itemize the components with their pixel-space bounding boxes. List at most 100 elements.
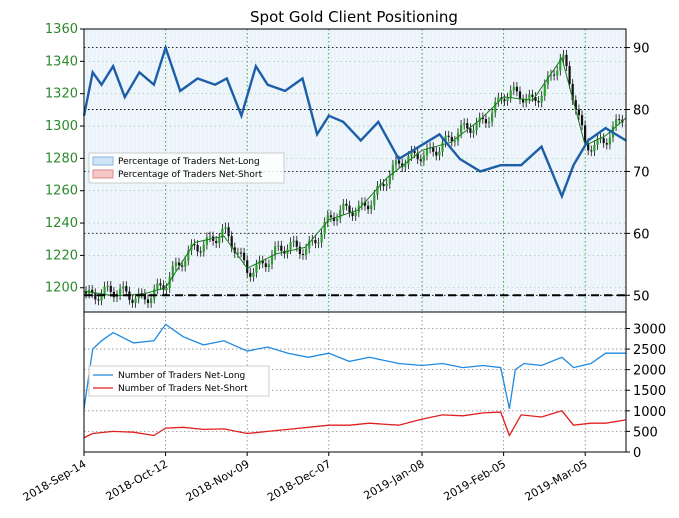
price-candle-body bbox=[122, 286, 125, 289]
price-tick-label: 1200 bbox=[45, 281, 78, 296]
price-candle-body bbox=[543, 84, 546, 96]
price-candle-body bbox=[484, 119, 487, 124]
price-candle-body bbox=[329, 215, 332, 218]
price-candle-body bbox=[475, 122, 478, 131]
upper-legend: Percentage of Traders Net-Long Percentag… bbox=[88, 152, 285, 184]
price-candle-body bbox=[174, 262, 177, 266]
price-candle-body bbox=[103, 286, 106, 295]
price-candle-body bbox=[382, 184, 385, 187]
price-candle-body bbox=[181, 265, 184, 267]
price-candle-body bbox=[301, 254, 305, 256]
price-candle-body bbox=[295, 240, 298, 247]
price-candle-body bbox=[487, 121, 491, 124]
price-candle-body bbox=[394, 160, 398, 165]
price-candle-body bbox=[404, 164, 407, 168]
legend-label-net-short: Percentage of Traders Net-Short bbox=[118, 170, 263, 180]
price-candle-body bbox=[549, 74, 553, 76]
price-candle-body bbox=[584, 125, 587, 144]
price-candle-body bbox=[388, 175, 391, 184]
price-candle-body bbox=[466, 123, 469, 129]
price-candle-body bbox=[590, 150, 593, 152]
price-candle-body bbox=[447, 135, 450, 137]
price-candle-body bbox=[199, 251, 202, 253]
percent-tick-label: 50 bbox=[633, 289, 650, 304]
price-candle-body bbox=[91, 289, 94, 294]
price-candle-body bbox=[140, 293, 143, 295]
chart-title: Spot Gold Client Positioning bbox=[250, 8, 458, 26]
price-candle-body bbox=[525, 98, 528, 103]
count-tick-label: 2500 bbox=[633, 343, 666, 358]
price-axis-ticks: 1200 1220 1240 1260 1280 1300 1320 1340 1360 bbox=[45, 22, 84, 296]
date-axis-ticks: 2018-Sep-14 2018-Oct-12 2018-Nov-09 2018-De… bbox=[21, 452, 590, 504]
lower-legend-box bbox=[88, 365, 270, 397]
price-candle-body bbox=[323, 222, 326, 235]
price-candle-body bbox=[453, 140, 456, 142]
price-candle-body bbox=[317, 242, 320, 244]
price-candle-body bbox=[84, 291, 88, 294]
price-candle-body bbox=[494, 101, 497, 113]
price-candle-body bbox=[351, 212, 354, 217]
count-tick-label: 0 bbox=[633, 446, 641, 461]
price-candle-body bbox=[345, 203, 348, 206]
price-candle-body bbox=[354, 212, 357, 217]
price-candle-body bbox=[553, 74, 556, 76]
price-line bbox=[83, 56, 627, 297]
price-candle-body bbox=[326, 215, 329, 223]
price-tick-label: 1360 bbox=[45, 22, 78, 37]
price-candle-body bbox=[311, 239, 314, 241]
price-candle-body bbox=[608, 137, 611, 145]
price-candle-body bbox=[407, 156, 410, 165]
price-candle-body bbox=[537, 100, 540, 103]
count-tick-label: 3000 bbox=[633, 322, 666, 337]
price-candle-body bbox=[236, 252, 239, 254]
price-candle-body bbox=[177, 262, 181, 266]
price-candle-body bbox=[230, 236, 233, 248]
net-short-count-line bbox=[83, 410, 627, 439]
price-candle-body bbox=[224, 227, 227, 229]
date-tick-label: 2018-Oct-12 bbox=[104, 457, 170, 503]
price-candle-body bbox=[528, 94, 531, 99]
price-candle-body bbox=[298, 246, 301, 255]
price-candle-body bbox=[450, 136, 453, 142]
price-candle-body bbox=[150, 298, 153, 304]
price-tick-label: 1340 bbox=[45, 54, 78, 69]
price-candle-body bbox=[184, 260, 187, 267]
price-candle-body bbox=[506, 97, 509, 101]
price-candle-body bbox=[373, 194, 376, 206]
price-candle-body bbox=[146, 299, 150, 304]
price-candle-body bbox=[171, 265, 174, 277]
price-candle-body bbox=[187, 250, 190, 261]
price-candle-body bbox=[460, 124, 463, 134]
price-candle-body bbox=[221, 228, 224, 238]
price-candle-body bbox=[165, 287, 168, 290]
price-candle-body bbox=[435, 151, 438, 156]
price-candle-body bbox=[246, 260, 249, 273]
price-candle-body bbox=[416, 153, 419, 160]
price-candle-body bbox=[481, 117, 484, 120]
price-candle-body bbox=[599, 138, 602, 140]
price-candle-body bbox=[512, 86, 515, 91]
price-candle-body bbox=[574, 100, 577, 110]
price-candle-body bbox=[202, 244, 205, 252]
price-candle-body bbox=[518, 91, 522, 100]
price-candle-body bbox=[218, 237, 221, 244]
price-candle-body bbox=[252, 272, 255, 277]
price-candle-body bbox=[422, 155, 425, 161]
price-candle-body bbox=[413, 150, 416, 154]
price-candle-body bbox=[289, 242, 292, 250]
price-candle-body bbox=[261, 260, 264, 264]
price-candle-body bbox=[264, 263, 267, 268]
price-tick-label: 1220 bbox=[45, 248, 78, 263]
price-candle-body bbox=[94, 293, 97, 300]
price-candle-body bbox=[398, 160, 401, 164]
price-candle-body bbox=[509, 90, 512, 98]
price-candle-body bbox=[205, 237, 208, 245]
price-candle-body bbox=[156, 283, 159, 290]
price-candle-body bbox=[593, 144, 596, 152]
price-candle-body bbox=[615, 119, 618, 127]
price-candle-body bbox=[376, 185, 379, 195]
upper-legend-box bbox=[88, 152, 285, 184]
price-candle-body bbox=[503, 99, 506, 101]
date-tick-label: 2018-Sep-14 bbox=[21, 457, 89, 504]
